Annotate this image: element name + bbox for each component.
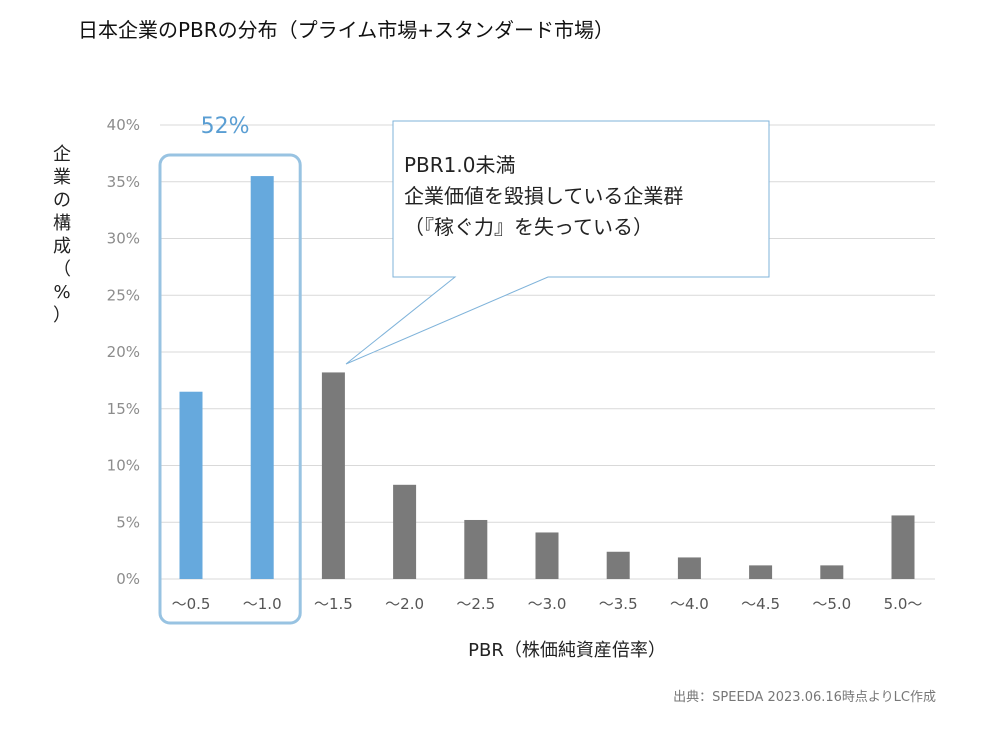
y-tick-label: 20% — [107, 343, 140, 361]
bar — [535, 532, 559, 579]
y-axis-label: 企業の構成（%） — [53, 144, 71, 326]
bar — [179, 391, 203, 579]
highlight-label: 52% — [201, 114, 250, 139]
x-tick-label: ～2.5 — [456, 595, 495, 613]
bar — [749, 565, 773, 579]
bar — [891, 515, 915, 579]
bars-layer — [179, 176, 915, 579]
x-tick-label: ～4.0 — [670, 595, 709, 613]
highlight-box — [158, 153, 302, 625]
callout-line-1: PBR1.0未満 — [404, 153, 515, 177]
y-tick-label: 30% — [107, 230, 140, 248]
x-tick-label: ～1.0 — [243, 595, 282, 613]
x-tick-label: ～2.0 — [385, 595, 424, 613]
y-tick-label: 35% — [107, 173, 140, 191]
source-note: 出典：SPEEDA 2023.06.16時点よりLC作成 — [673, 690, 936, 705]
y-tick-label: 15% — [107, 400, 140, 418]
chart-title: 日本企業のPBRの分布（プライム市場+スタンダード市場） — [78, 18, 614, 42]
x-tick-label: ～3.5 — [599, 595, 638, 613]
bar — [606, 551, 630, 579]
x-tick-label: ～3.0 — [528, 595, 567, 613]
y-tick-label: 40% — [107, 116, 140, 134]
x-tick-label: 5.0～ — [884, 595, 923, 613]
bar — [820, 565, 844, 579]
callout: PBR1.0未満 企業価値を毀損している企業群 （『稼ぐ力』を失っている） — [345, 120, 770, 365]
bar — [677, 557, 701, 579]
x-axis-label: PBR（株価純資産倍率） — [468, 640, 666, 661]
callout-line-2: 企業価値を毀損している企業群 — [404, 184, 683, 208]
bar — [250, 176, 274, 579]
y-tick-label: 10% — [107, 457, 140, 475]
y-tick-label: 25% — [107, 286, 140, 304]
y-ticks-layer: 0% 5% 10% 15% 20% 25% 30% 35% 40% — [107, 116, 140, 588]
y-tick-label: 5% — [116, 513, 140, 531]
callout-line-3: （『稼ぐ力』を失っている） — [404, 215, 653, 239]
x-tick-label: ～0.5 — [172, 595, 211, 613]
x-ticks-layer: ～0.5 ～1.0 ～1.5 ～2.0 ～2.5 ～3.0 ～3.5 ～4.0 ～4.5 ～5.0… — [172, 595, 923, 613]
callout-shape — [345, 120, 770, 365]
bar — [321, 372, 345, 579]
x-tick-label: ～4.5 — [741, 595, 780, 613]
x-tick-label: ～5.0 — [812, 595, 851, 613]
bar — [393, 484, 417, 579]
x-tick-label: ～1.5 — [314, 595, 353, 613]
bar — [464, 519, 488, 579]
y-tick-label: 0% — [116, 570, 140, 588]
